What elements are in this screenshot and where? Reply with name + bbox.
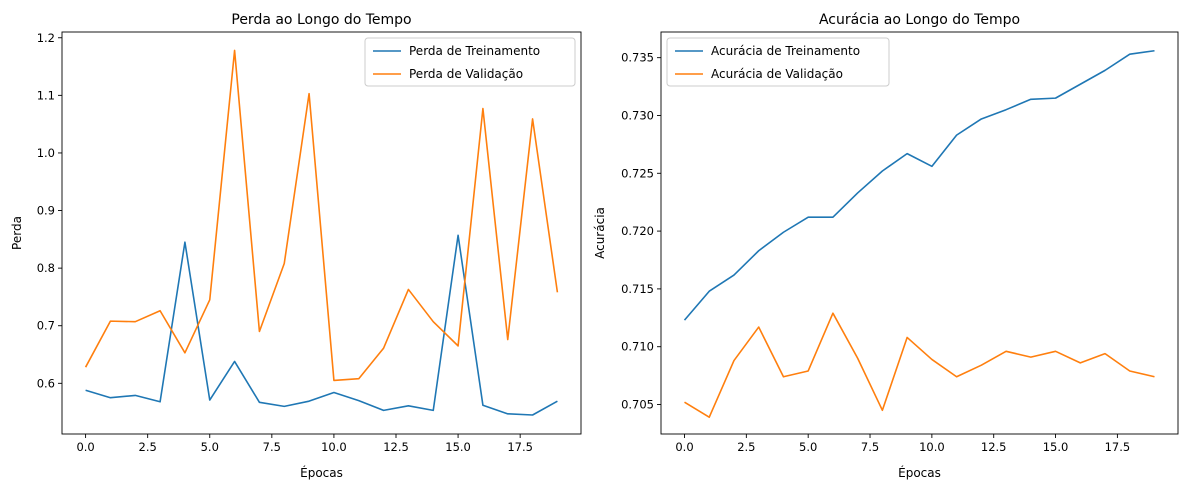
series-line-2: [684, 312, 1155, 419]
axes-frame: [660, 31, 1179, 435]
x-tick-label: 15.0: [445, 440, 471, 454]
y-axis-label: Perda: [10, 216, 24, 250]
chart-1: Perda ao Longo do Tempo 0.0 2.5 5.0 7.5 10.0 1…: [10, 12, 582, 480]
x-tick-label: 7.5: [861, 440, 879, 454]
y-tick-label: 0.7: [37, 319, 55, 333]
x-tick-label: 15.0: [1043, 440, 1069, 454]
x-tick-label: 2.5: [737, 440, 755, 454]
y-tick-label: 0.9: [37, 204, 55, 218]
legend: Perda de Treinamento Perda de Validação: [364, 37, 576, 87]
y-axis-label: Acurácia: [593, 207, 607, 259]
x-axis-label: Épocas: [300, 465, 343, 480]
legend-label-1: Perda de Treinamento: [409, 44, 540, 58]
series-line-1: [683, 49, 1155, 321]
x-tick-label: 5.0: [799, 440, 817, 454]
legend-label-1: Acurácia de Treinamento: [711, 44, 860, 58]
chart-title: Acurácia ao Longo do Tempo: [819, 12, 1020, 28]
y-tick-label: 0.720: [621, 224, 654, 238]
legend-box: [666, 37, 890, 87]
x-tick-label: 7.5: [263, 440, 281, 454]
y-tick-label: 1.0: [37, 146, 55, 160]
y-tick-label: 0.730: [621, 108, 654, 122]
y-tick-label: 0.715: [621, 282, 654, 296]
y-tick-label: 0.705: [621, 398, 654, 412]
chart-title: Perda ao Longo do Tempo: [231, 12, 411, 28]
legend-label-2: Perda de Validação: [409, 67, 523, 81]
y-tick-label: 0.735: [621, 51, 654, 65]
legend-label-2: Acurácia de Validação: [711, 67, 843, 81]
series-line-2: [84, 49, 559, 382]
y-tick-label: 0.8: [37, 261, 55, 275]
x-tick-label: 0.0: [675, 440, 693, 454]
x-tick-label: 17.5: [507, 440, 533, 454]
series-line-1: [85, 234, 558, 416]
x-tick-label: 10.0: [321, 440, 347, 454]
x-tick-label: 5.0: [201, 440, 219, 454]
y-tick-label: 1.2: [37, 31, 55, 45]
x-tick-label: 12.5: [383, 440, 409, 454]
x-tick-label: 0.0: [76, 440, 94, 454]
x-tick-label: 12.5: [981, 440, 1007, 454]
x-tick-label: 10.0: [919, 440, 945, 454]
legend-box: [364, 37, 576, 87]
x-tick-label: 2.5: [139, 440, 157, 454]
y-tick-label: 0.6: [37, 376, 55, 390]
chart-2: Acurácia ao Longo do Tempo 0.0 2.5 5.0 7.5 10…: [593, 12, 1179, 480]
y-tick-label: 1.1: [37, 88, 55, 102]
x-axis-label: Épocas: [898, 465, 941, 480]
axes-frame: [61, 31, 582, 435]
y-tick-label: 0.710: [621, 340, 654, 354]
x-tick-label: 17.5: [1105, 440, 1131, 454]
legend: Acurácia de Treinamento Acurácia de Valid…: [666, 37, 890, 87]
y-tick-label: 0.725: [621, 166, 654, 180]
